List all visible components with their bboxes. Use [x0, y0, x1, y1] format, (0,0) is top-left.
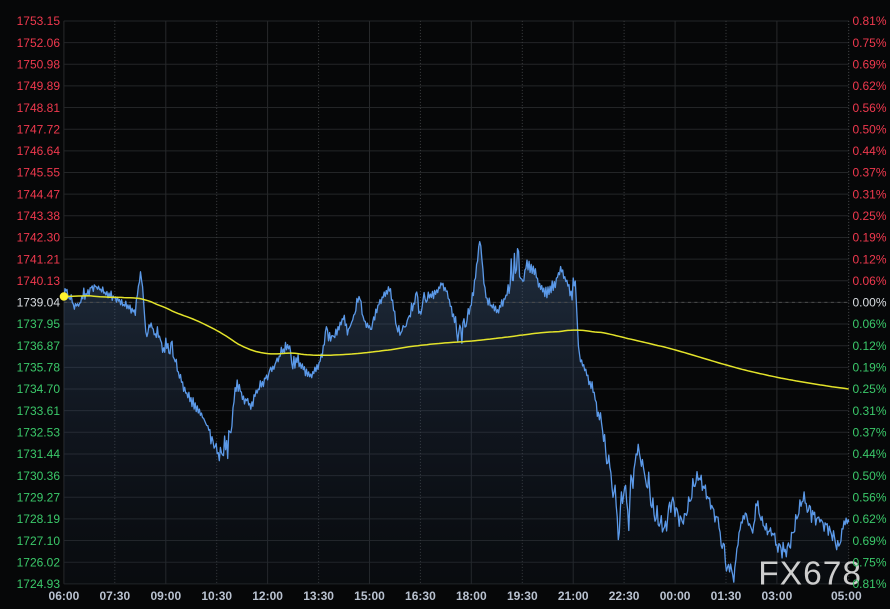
svg-text:0.69%: 0.69%	[853, 534, 887, 548]
svg-text:0.06%: 0.06%	[853, 317, 887, 331]
svg-text:1747.72: 1747.72	[17, 122, 61, 136]
svg-text:21:00: 21:00	[558, 589, 589, 603]
svg-text:1737.95: 1737.95	[17, 317, 61, 331]
svg-text:1746.64: 1746.64	[17, 144, 61, 158]
svg-text:10:30: 10:30	[201, 589, 232, 603]
svg-text:1731.44: 1731.44	[17, 447, 61, 461]
svg-text:0.19%: 0.19%	[853, 361, 887, 375]
svg-text:1743.38: 1743.38	[17, 209, 61, 223]
svg-text:1724.93: 1724.93	[17, 577, 61, 591]
svg-text:0.69%: 0.69%	[853, 58, 887, 72]
svg-text:1732.53: 1732.53	[17, 426, 61, 440]
svg-text:0.12%: 0.12%	[853, 339, 887, 353]
svg-text:0.12%: 0.12%	[853, 252, 887, 266]
svg-text:0.81%: 0.81%	[853, 577, 887, 591]
svg-text:0.19%: 0.19%	[853, 231, 887, 245]
svg-text:00:00: 00:00	[660, 589, 691, 603]
svg-text:18:00: 18:00	[456, 589, 487, 603]
svg-text:1750.98: 1750.98	[17, 58, 61, 72]
svg-text:1753.15: 1753.15	[17, 14, 61, 28]
svg-text:1740.13: 1740.13	[17, 274, 61, 288]
svg-text:1749.89: 1749.89	[17, 79, 61, 93]
svg-text:12:00: 12:00	[252, 589, 283, 603]
svg-text:1727.10: 1727.10	[17, 534, 61, 548]
svg-text:0.25%: 0.25%	[853, 209, 887, 223]
svg-text:1735.78: 1735.78	[17, 361, 61, 375]
svg-text:0.31%: 0.31%	[853, 187, 887, 201]
svg-text:09:00: 09:00	[150, 589, 181, 603]
svg-text:0.81%: 0.81%	[853, 14, 887, 28]
svg-text:1739.04: 1739.04	[17, 296, 61, 310]
svg-text:0.62%: 0.62%	[853, 79, 887, 93]
svg-text:0.31%: 0.31%	[853, 404, 887, 418]
svg-text:0.44%: 0.44%	[853, 447, 887, 461]
svg-text:1744.47: 1744.47	[17, 187, 61, 201]
svg-text:1729.27: 1729.27	[17, 490, 61, 504]
svg-text:0.44%: 0.44%	[853, 144, 887, 158]
svg-text:22:30: 22:30	[609, 589, 640, 603]
svg-text:1736.87: 1736.87	[17, 339, 61, 353]
svg-text:03:00: 03:00	[762, 589, 793, 603]
svg-text:15:00: 15:00	[354, 589, 385, 603]
svg-text:0.50%: 0.50%	[853, 122, 887, 136]
svg-text:1728.19: 1728.19	[17, 512, 61, 526]
svg-text:0.75%: 0.75%	[853, 36, 887, 50]
svg-text:1742.30: 1742.30	[17, 231, 61, 245]
svg-text:19:30: 19:30	[507, 589, 538, 603]
svg-text:0.62%: 0.62%	[853, 512, 887, 526]
svg-text:0.06%: 0.06%	[853, 274, 887, 288]
svg-text:1741.21: 1741.21	[17, 252, 61, 266]
svg-text:01:30: 01:30	[711, 589, 742, 603]
svg-text:0.56%: 0.56%	[853, 101, 887, 115]
svg-text:1734.70: 1734.70	[17, 382, 61, 396]
svg-text:05:00: 05:00	[831, 589, 862, 603]
svg-text:1726.02: 1726.02	[17, 555, 61, 569]
svg-text:0.37%: 0.37%	[853, 426, 887, 440]
svg-text:1745.55: 1745.55	[17, 166, 61, 180]
svg-text:1752.06: 1752.06	[17, 36, 61, 50]
svg-text:06:00: 06:00	[49, 589, 80, 603]
svg-text:0.50%: 0.50%	[853, 469, 887, 483]
svg-text:0.75%: 0.75%	[853, 555, 887, 569]
svg-text:1733.61: 1733.61	[17, 404, 61, 418]
svg-text:0.00%: 0.00%	[853, 296, 887, 310]
svg-text:0.25%: 0.25%	[853, 382, 887, 396]
svg-text:FX678: FX678	[758, 556, 862, 593]
svg-text:1748.81: 1748.81	[17, 101, 61, 115]
svg-text:1730.36: 1730.36	[17, 469, 61, 483]
svg-text:07:30: 07:30	[99, 589, 130, 603]
svg-text:0.37%: 0.37%	[853, 166, 887, 180]
svg-text:0.56%: 0.56%	[853, 490, 887, 504]
svg-text:16:30: 16:30	[405, 589, 436, 603]
svg-text:13:30: 13:30	[303, 589, 334, 603]
